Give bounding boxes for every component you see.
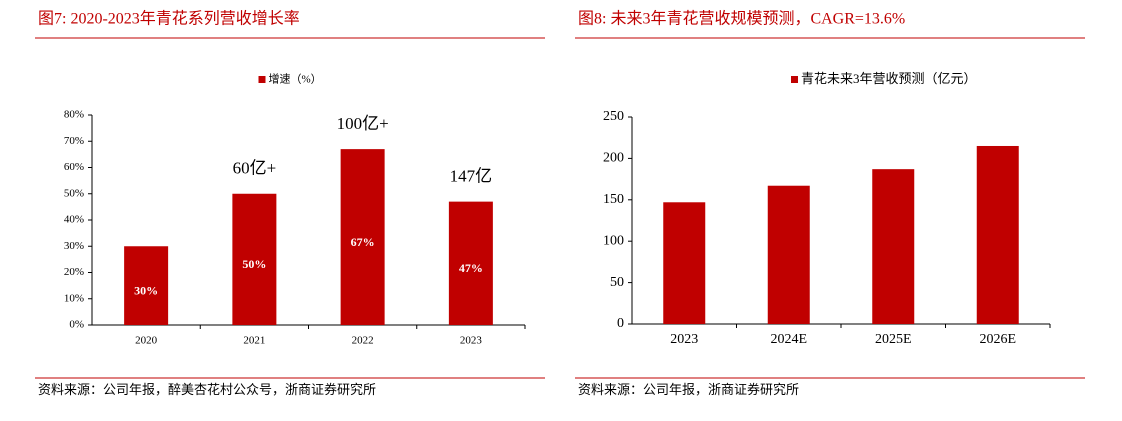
bar [124,246,169,325]
x-tick-label: 2020 [135,335,158,347]
x-tick-label: 2024E [770,332,807,347]
x-tick-label: 2025E [875,332,912,347]
legend-label: 增速（%） [269,72,322,86]
x-tick-label: 2023 [670,332,698,347]
bar [976,145,1019,324]
source-note: 资料来源：公司年报，浙商证券研究所 [578,382,799,397]
x-tick-label: 2023 [460,335,483,347]
x-tick-label: 2022 [352,335,374,347]
y-tick-label: 70% [64,135,84,147]
y-tick-label: 0% [69,319,84,331]
x-tick-label: 2021 [243,335,265,347]
y-tick-label: 150 [603,192,624,207]
y-tick-label: 250 [603,109,624,124]
source-note: 资料来源：公司年报，醉美杏花村公众号，浙商证券研究所 [38,382,376,397]
bar [767,185,810,324]
legend-label: 青花未来3年营收预测（亿元） [801,71,977,86]
chart-title: 图7: 2020-2023年青花系列营收增长率 [38,10,300,28]
legend-swatch [791,76,798,83]
bar [232,193,277,325]
legend-swatch [258,76,266,83]
y-tick-label: 50 [610,275,624,290]
y-tick-label: 20% [64,266,84,278]
y-tick-label: 10% [64,292,84,304]
y-tick-label: 80% [64,109,84,121]
annotation: 100亿+ [337,114,389,133]
bar [448,201,493,325]
y-tick-label: 200 [603,151,624,166]
bar [663,202,706,324]
annotation: 147亿 [450,167,493,186]
bar [872,169,915,324]
y-tick-label: 60% [64,161,84,173]
y-tick-label: 0 [617,316,624,331]
y-tick-label: 50% [64,187,84,199]
y-tick-label: 100 [603,233,624,248]
value-label: 47% [459,261,483,275]
chart-title: 图8: 未来3年青花营收规模预测，CAGR=13.6% [578,10,905,28]
x-tick-label: 2026E [979,332,1016,347]
value-label: 50% [242,257,266,271]
annotation: 60亿+ [233,159,277,178]
y-tick-label: 40% [64,214,84,226]
y-tick-label: 30% [64,240,84,252]
bar [340,149,385,325]
value-label: 30% [134,283,158,297]
value-label: 67% [351,235,375,249]
